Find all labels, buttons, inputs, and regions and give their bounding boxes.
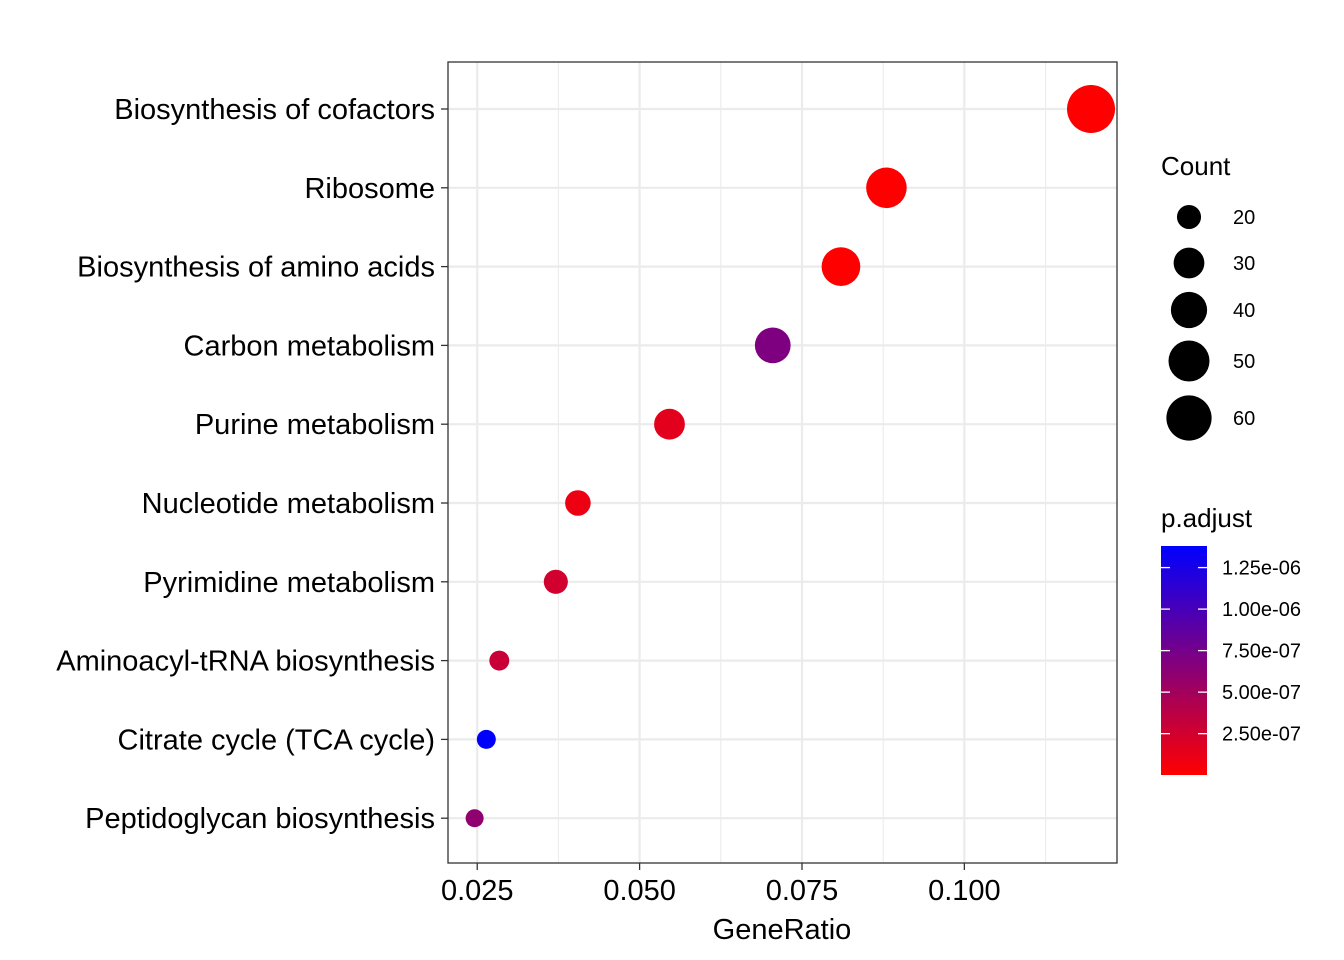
y-tick-label: Biosynthesis of cofactors bbox=[114, 94, 435, 126]
count-legend-label: 60 bbox=[1233, 408, 1255, 430]
plot-panel-border bbox=[447, 61, 1118, 864]
y-tick-label: Biosynthesis of amino acids bbox=[77, 252, 435, 284]
data-point bbox=[754, 327, 791, 364]
y-tick-label: Pyrimidine metabolism bbox=[143, 567, 435, 599]
colorbar-label: 5.00e-07 bbox=[1222, 682, 1301, 704]
count-legend-label: 50 bbox=[1233, 351, 1255, 373]
data-point bbox=[489, 650, 510, 671]
y-tick-label: Peptidoglycan biosynthesis bbox=[85, 803, 435, 835]
y-tick-label: Aminoacyl-tRNA biosynthesis bbox=[56, 646, 435, 678]
x-tick-label: 0.050 bbox=[603, 875, 676, 907]
data-point bbox=[476, 729, 496, 749]
colorbar-label: 1.00e-06 bbox=[1222, 599, 1301, 621]
data-points bbox=[465, 85, 1116, 828]
count-legend-key bbox=[1173, 247, 1205, 279]
count-legend-key bbox=[1168, 340, 1210, 382]
count-legend-label: 30 bbox=[1233, 253, 1255, 275]
data-point bbox=[465, 809, 484, 828]
x-tick-label: 0.025 bbox=[441, 875, 514, 907]
count-legend-key bbox=[1170, 291, 1208, 329]
data-point bbox=[866, 167, 907, 209]
p-adjust-colorbar bbox=[1161, 546, 1207, 775]
count-legend-title: Count bbox=[1161, 151, 1231, 181]
count-size-legend: Count 20 30 40 50 60 bbox=[1161, 151, 1255, 441]
x-axis-title: GeneRatio bbox=[713, 914, 852, 946]
colorbar-label: 2.50e-07 bbox=[1222, 724, 1301, 746]
count-legend-key bbox=[1176, 204, 1202, 230]
count-legend-label: 20 bbox=[1233, 207, 1255, 229]
y-tick-label: Nucleotide metabolism bbox=[142, 488, 435, 520]
x-axis: 0.025 0.050 0.075 0.100 bbox=[441, 863, 1001, 907]
x-tick-label: 0.100 bbox=[928, 875, 1001, 907]
y-axis: Biosynthesis of cofactors Ribosome Biosynt… bbox=[56, 94, 448, 835]
y-tick-label: Citrate cycle (TCA cycle) bbox=[118, 724, 435, 756]
y-tick-label: Purine metabolism bbox=[195, 409, 435, 441]
data-point bbox=[543, 569, 568, 594]
y-tick-label: Ribosome bbox=[304, 173, 435, 205]
p-adjust-color-legend: p.adjust 1.25e-06 1.00e-06 7.50e-07 5.00e-0… bbox=[1161, 503, 1301, 775]
data-point bbox=[1067, 85, 1116, 133]
data-point bbox=[654, 408, 685, 440]
y-tick-label: Carbon metabolism bbox=[184, 330, 435, 362]
data-point bbox=[821, 247, 861, 286]
colorbar-label: 7.50e-07 bbox=[1222, 641, 1301, 663]
data-point bbox=[565, 490, 591, 516]
p-adjust-legend-title: p.adjust bbox=[1161, 503, 1253, 533]
count-legend-label: 40 bbox=[1233, 300, 1255, 322]
x-tick-label: 0.075 bbox=[766, 875, 839, 907]
grid-lines bbox=[448, 62, 1117, 863]
count-legend-key bbox=[1166, 395, 1212, 441]
colorbar-label: 1.25e-06 bbox=[1222, 558, 1301, 580]
